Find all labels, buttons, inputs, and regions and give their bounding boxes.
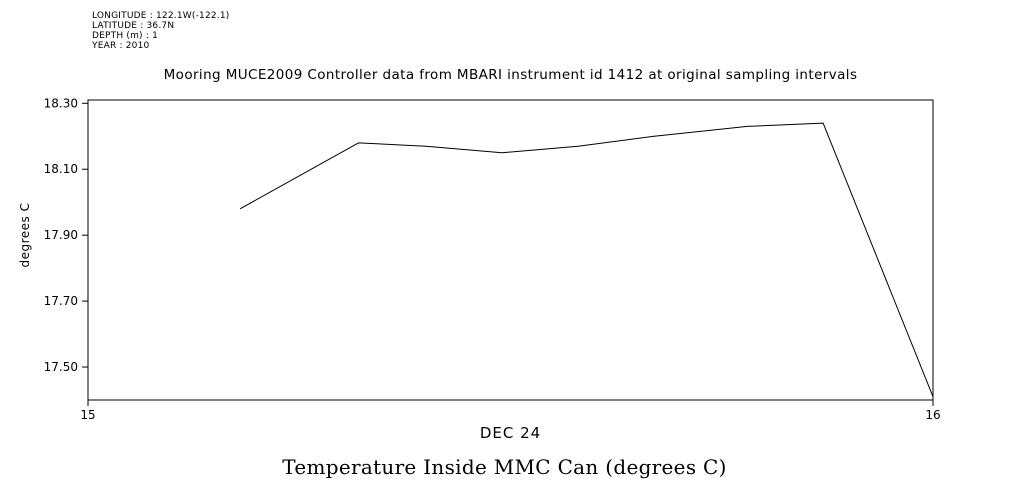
y-tick-label: 17.90: [44, 228, 78, 242]
metadata-depth: DEPTH (m) : 1: [92, 31, 159, 41]
metadata-year: YEAR : 2010: [92, 41, 150, 51]
metadata-latitude: LATITUDE : 36.7N: [92, 21, 175, 31]
x-tick-label: 15: [80, 408, 95, 422]
chart-title: Mooring MUCE2009 Controller data from MB…: [163, 67, 858, 83]
x-tick-label: 16: [925, 408, 940, 422]
y-axis-label: degrees C: [18, 202, 32, 268]
y-tick-label: 18.30: [44, 96, 78, 110]
y-tick-label: 18.10: [44, 162, 78, 176]
metadata-block: LONGITUDE : 122.1W(-122.1) LATITUDE : 36…: [92, 11, 230, 51]
y-tick-label: 17.70: [44, 294, 78, 308]
metadata-longitude: LONGITUDE : 122.1W(-122.1): [92, 11, 230, 21]
temperature-line: [239, 122, 934, 397]
y-tick-label: 17.50: [44, 360, 78, 374]
bottom-title: Temperature Inside MMC Can (degrees C): [282, 455, 727, 479]
x-axis-label: DEC 24: [479, 424, 542, 442]
plot-frame: [87, 99, 934, 401]
